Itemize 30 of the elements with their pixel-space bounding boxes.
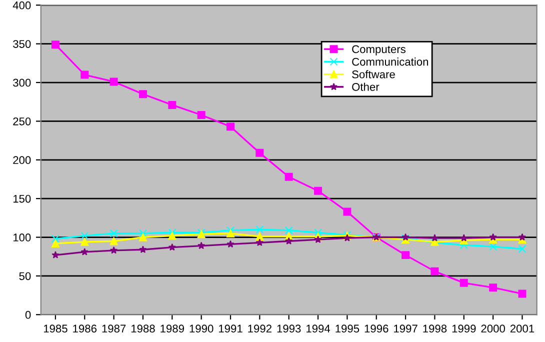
x-tick-label: 1995 xyxy=(336,324,360,333)
y-tick-label: 400 xyxy=(12,1,31,10)
legend-label: Communication xyxy=(352,58,428,66)
x-tick-label: 1994 xyxy=(306,324,330,333)
x-tick-label: 2001 xyxy=(510,324,534,333)
x-tick-label: 1990 xyxy=(190,324,214,333)
y-tick-label: 0 xyxy=(25,310,31,319)
y-tick-label: 100 xyxy=(13,234,31,242)
x-tick-label: 1996 xyxy=(364,324,388,333)
x-tick-label: 2000 xyxy=(481,324,505,333)
legend-label: Software xyxy=(352,70,395,78)
x-tick-label: 1985 xyxy=(44,324,68,333)
x-tick-label: 1992 xyxy=(248,324,272,333)
x-tick-label: 1986 xyxy=(73,324,97,333)
y-tick-label: 50 xyxy=(19,272,31,280)
legend-label: Other xyxy=(352,82,380,91)
x-tick-label: 1988 xyxy=(131,324,155,333)
x-tick-label: 1993 xyxy=(277,324,301,333)
legend-label: Computers xyxy=(352,45,406,56)
y-tick-label: 200 xyxy=(13,156,31,164)
x-tick-label: 1991 xyxy=(218,324,242,333)
x-tick-label: 1999 xyxy=(452,324,476,333)
x-tick-label: 1997 xyxy=(394,324,418,333)
y-tick-label: 150 xyxy=(13,194,31,203)
x-tick-label: 1998 xyxy=(423,324,447,333)
x-tick-label: 1987 xyxy=(102,324,126,333)
x-tick-label: 1989 xyxy=(160,324,184,333)
y-tick-label: 350 xyxy=(13,40,31,48)
y-tick-label: 250 xyxy=(13,117,31,126)
y-tick-label: 300 xyxy=(13,78,31,87)
